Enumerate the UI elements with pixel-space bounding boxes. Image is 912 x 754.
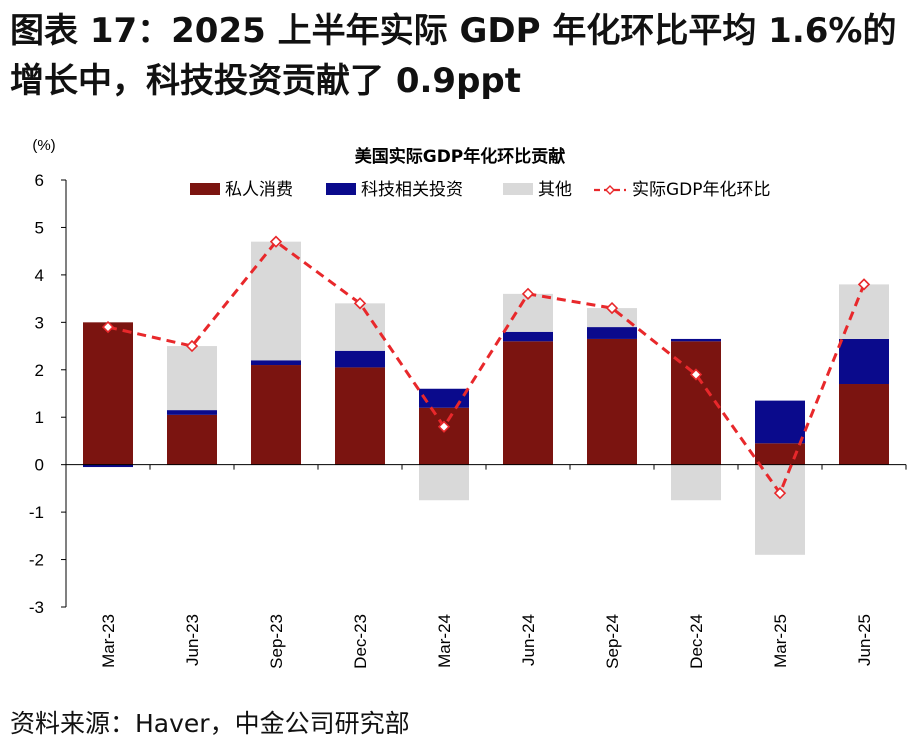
x-tick-label: Mar-25: [771, 614, 790, 668]
bar-consumption: [167, 414, 217, 465]
bar-other: [251, 241, 301, 361]
y-axis-unit: (%): [32, 137, 55, 154]
y-tick-label: -1: [29, 503, 44, 522]
legend-label: 科技相关投资: [361, 180, 463, 200]
bar-tech: [671, 338, 721, 342]
bar-tech: [167, 410, 217, 415]
gdp-point: [437, 420, 451, 433]
bar-tech: [335, 350, 385, 368]
bar-tech: [587, 327, 637, 339]
gdp-point: [101, 320, 115, 334]
bar-other: [167, 346, 217, 411]
x-tick-label: Sep-24: [603, 614, 622, 669]
gdp-contribution-chart: 美国实际GDP年化环比贡献 (%) 6 5 4 3 2 1 0 -1 -2 -3 Mar-23 Jun-2…: [29, 137, 907, 669]
legend-label: 私人消费: [225, 180, 293, 200]
gdp-point: [773, 487, 787, 500]
gdp-point: [353, 297, 367, 310]
gdp-point: [857, 278, 871, 291]
chart-title: 美国实际GDP年化环比贡献: [355, 146, 566, 167]
gdp-point: [689, 368, 703, 381]
bar-other: [419, 464, 469, 501]
bar-tech: [419, 388, 469, 408]
x-tick-label: Mar-24: [435, 614, 454, 668]
y-tick-label: 6: [35, 171, 44, 190]
x-tick-label: Jun-25: [855, 614, 874, 666]
bar-tech: [755, 400, 805, 444]
y-tick-label: 1: [35, 408, 44, 427]
legend-marker: [605, 185, 615, 195]
legend-label: 实际GDP年化环比: [632, 180, 771, 200]
bar-tech: [83, 464, 133, 468]
bar-tech: [503, 331, 553, 342]
gdp-line: [107, 239, 866, 497]
y-tick-label: 3: [35, 313, 44, 332]
bar-tech: [839, 338, 889, 385]
bar-consumption: [839, 384, 889, 465]
y-tick-label: -2: [29, 551, 44, 570]
x-tick-label: Sep-23: [267, 614, 286, 669]
bar-group: [83, 241, 889, 555]
legend-swatch: [326, 183, 356, 195]
legend: 私人消费 科技相关投资 其他 实际GDP年化环比: [190, 180, 771, 200]
x-tick-label: Dec-23: [351, 614, 370, 669]
bar-consumption: [335, 367, 385, 465]
legend-swatch: [190, 183, 220, 195]
y-tick-label: 5: [35, 218, 44, 237]
bar-other: [671, 464, 721, 501]
bar-consumption: [83, 322, 133, 465]
bar-consumption: [755, 443, 805, 465]
gdp-point: [269, 235, 283, 248]
bar-consumption: [251, 365, 301, 465]
bar-consumption: [503, 341, 553, 465]
x-tick-label: Dec-24: [687, 614, 706, 669]
bar-other: [587, 308, 637, 328]
x-tick-label: Jun-23: [183, 614, 202, 666]
y-tick-label: 0: [35, 456, 44, 475]
gdp-point: [605, 301, 619, 315]
legend-label: 其他: [538, 180, 572, 200]
legend-swatch: [503, 183, 533, 195]
x-tick-label: Jun-24: [519, 614, 538, 666]
bar-other: [755, 464, 805, 555]
figure-title: 图表 17：2025 上半年实际 GDP 年化环比平均 1.6%的增长中，科技投…: [10, 11, 897, 101]
bar-tech: [251, 360, 301, 366]
bar-consumption: [419, 407, 469, 465]
gdp-point: [521, 287, 535, 300]
x-tick-label: Mar-23: [99, 614, 118, 668]
bar-other: [839, 284, 889, 339]
y-tick-label: 4: [35, 266, 44, 285]
y-tick-label: 2: [35, 361, 44, 380]
y-tick-label: -3: [29, 598, 44, 617]
source-note: 资料来源：Haver，中金公司研究部: [10, 709, 410, 738]
bar-other: [503, 293, 553, 332]
bar-consumption: [587, 338, 637, 465]
gdp-point: [185, 339, 199, 353]
